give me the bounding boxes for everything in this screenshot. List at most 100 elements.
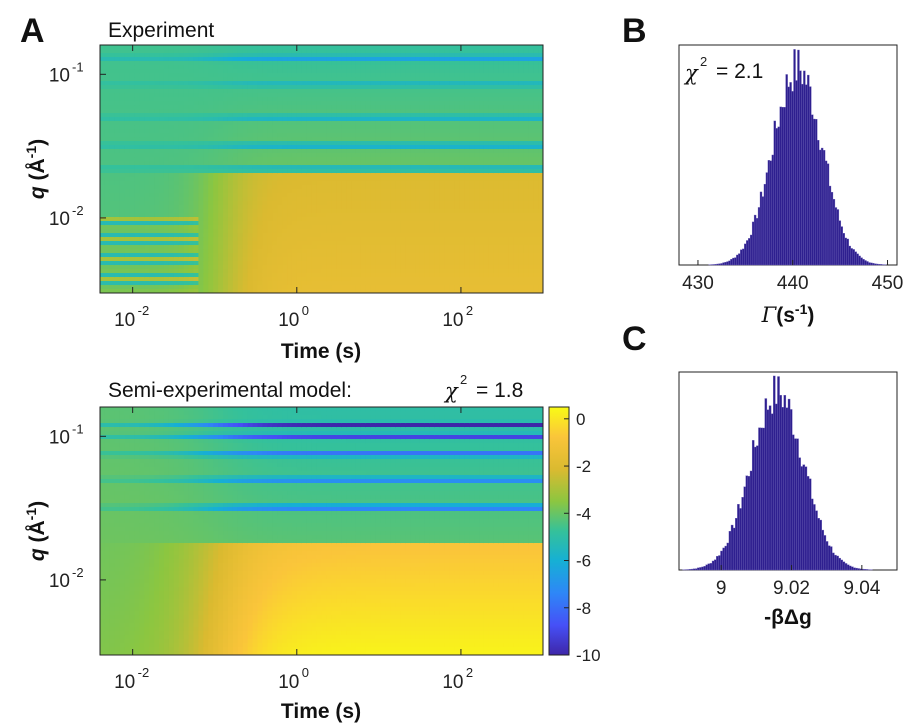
heatmap-cell: [449, 53, 455, 58]
heatmap-cell: [459, 205, 465, 210]
heatmap-cell: [144, 97, 150, 102]
heatmap-cell: [124, 205, 131, 210]
heatmap-cell: [351, 53, 357, 58]
heatmap-cell: [346, 185, 352, 190]
heatmap-cell: [365, 133, 372, 138]
heatmap-cell: [168, 229, 175, 234]
heatmap-cell: [282, 217, 288, 222]
heatmap-cell: [149, 45, 155, 50]
heatmap-cell: [488, 73, 495, 78]
heatmap-cell: [370, 201, 377, 206]
heatmap-cell: [262, 149, 268, 154]
heatmap-cell: [134, 113, 140, 118]
heatmap-cell: [257, 221, 264, 226]
heatmap-cell: [296, 185, 303, 190]
heatmap-cell: [346, 85, 352, 90]
heatmap-cell: [163, 273, 170, 278]
heatmap-cell: [168, 105, 175, 110]
heatmap-cell: [188, 257, 195, 262]
heatmap-cell: [316, 93, 323, 98]
heatmap-cell: [326, 261, 332, 266]
heatmap-cell: [351, 97, 357, 102]
heatmap-cell: [311, 245, 318, 250]
heatmap-cell: [360, 229, 367, 234]
heatmap-cell: [429, 217, 436, 222]
heatmap-cell: [434, 109, 441, 114]
heatmap-cell: [242, 217, 249, 222]
heatmap-cell: [326, 69, 332, 74]
heatmap-cell: [380, 81, 387, 86]
heatmap-cell: [291, 253, 298, 258]
heatmap-cell: [134, 121, 140, 126]
heatmap-cell: [390, 289, 396, 293]
heatmap-cell: [424, 289, 431, 293]
heatmap-cell: [469, 133, 475, 138]
heatmap-cell: [326, 129, 332, 134]
heatmap-cell: [479, 169, 485, 174]
heatmap-cell: [326, 269, 332, 274]
heatmap-cell: [365, 229, 372, 234]
heatmap-cell: [429, 221, 436, 226]
heatmap-cell: [439, 65, 446, 70]
heatmap-cell: [380, 85, 387, 90]
heatmap-cell: [291, 153, 298, 158]
heatmap-cell: [213, 221, 219, 226]
heatmap-cell: [227, 161, 234, 166]
heatmap-cell: [242, 101, 249, 106]
heatmap-cell: [415, 241, 421, 246]
heatmap-cell: [429, 273, 436, 278]
heatmap-cell: [218, 105, 224, 110]
heatmap-cell: [434, 65, 441, 70]
heatmap-cell: [483, 121, 490, 126]
heatmap-cell: [459, 265, 465, 270]
heatmap-cell: [198, 109, 204, 114]
heatmap-cell: [321, 53, 328, 58]
heatmap-cell: [341, 173, 347, 178]
heatmap-cell: [365, 69, 372, 74]
heatmap-cell: [173, 77, 180, 82]
heatmap-cell: [218, 201, 224, 206]
heatmap-cell: [311, 285, 318, 290]
heatmap-cell: [242, 105, 249, 110]
heatmap-cell: [139, 189, 145, 194]
heatmap-cell: [351, 69, 357, 74]
heatmap-cell: [267, 53, 273, 58]
heatmap-cell: [277, 229, 283, 234]
heatmap-cell: [464, 277, 470, 282]
heatmap-cell: [365, 49, 372, 54]
heatmap-cell: [410, 225, 416, 230]
heatmap-cell: [326, 213, 332, 218]
heatmap-cell: [109, 277, 116, 282]
heatmap-cell: [193, 57, 200, 62]
heatmap-cell: [203, 225, 209, 230]
heatmap-cell: [474, 217, 480, 222]
heatmap-cell: [159, 57, 165, 62]
heatmap-cell: [365, 53, 372, 58]
heatmap-cell: [252, 257, 259, 262]
heatmap-cell: [119, 181, 126, 186]
heatmap-cell: [104, 57, 111, 62]
heatmap-cell: [183, 69, 190, 74]
heatmap-cell: [267, 157, 273, 162]
heatmap-cell: [439, 145, 446, 150]
heatmap-cell: [306, 169, 313, 174]
heatmap-cell: [380, 209, 387, 214]
heatmap-cell: [449, 133, 455, 138]
heatmap-cell: [124, 149, 131, 154]
heatmap-cell: [163, 61, 170, 66]
heatmap-cell: [262, 165, 268, 170]
heatmap-cell: [400, 53, 406, 58]
heatmap-cell: [114, 277, 121, 282]
heatmap-cell: [459, 181, 465, 186]
heatmap-cell: [232, 93, 239, 98]
heatmap-cell: [326, 249, 332, 254]
heatmap-cell: [287, 65, 293, 70]
heatmap-cell: [203, 141, 209, 146]
heatmap-cell: [434, 101, 441, 106]
heatmap-cell: [464, 197, 470, 202]
heatmap-cell: [100, 145, 106, 150]
heatmap-cell: [365, 137, 372, 142]
heatmap-cell: [272, 77, 278, 82]
heatmap-cell: [493, 153, 500, 158]
heatmap-cell: [144, 269, 150, 274]
